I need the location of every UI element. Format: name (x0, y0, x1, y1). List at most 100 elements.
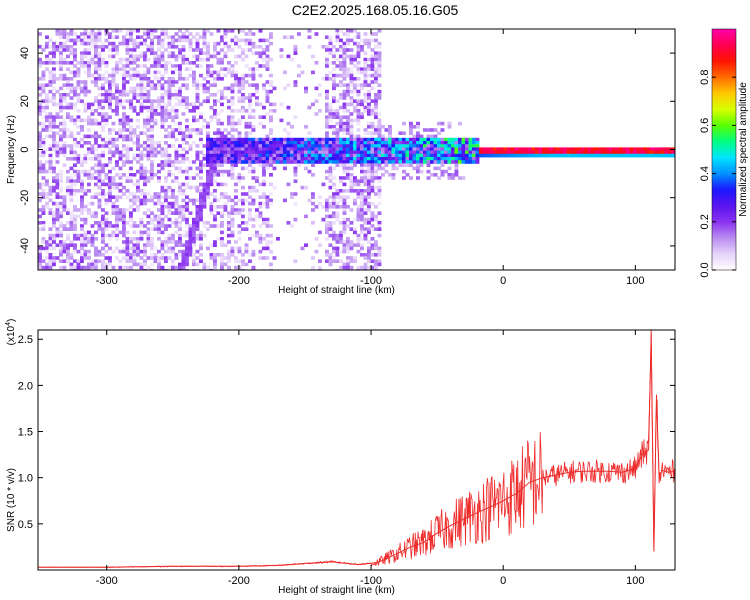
spectrogram-cell (101, 137, 105, 142)
spectrogram-cell (454, 163, 459, 167)
spectrogram-cell (433, 153, 438, 158)
spectrogram-cell (426, 141, 431, 145)
spectrogram-cell (318, 243, 322, 247)
spectrogram-cell (178, 128, 182, 132)
spectrogram-cell (335, 259, 340, 263)
spectrogram-cell (409, 131, 413, 135)
spectrogram-cell (125, 240, 130, 244)
spectrogram-cell (146, 192, 151, 196)
spectrogram-cell (370, 73, 375, 78)
spectrogram-cell (342, 189, 347, 193)
spectrogram-cell (370, 150, 375, 155)
spectrogram-cell (83, 189, 88, 193)
spectrogram-cell (129, 41, 133, 46)
spectrogram-cell (115, 205, 119, 209)
spectrogram-cell (174, 243, 179, 247)
spectrogram-cell (41, 237, 46, 241)
spectrogram-cell (62, 99, 67, 103)
spectrogram-cell (342, 45, 347, 49)
spectrogram-cell (59, 211, 63, 215)
spectrogram-cell (258, 240, 263, 244)
spectrogram-cell (370, 125, 375, 129)
spectrogram-cell (437, 147, 441, 151)
spectrogram-cell (234, 54, 238, 59)
spectrogram-cell (454, 141, 459, 145)
spectrogram-cell (45, 54, 49, 59)
spectrogram-cell (41, 189, 46, 193)
spectrogram-cell (213, 115, 217, 119)
spectrogram-cell (216, 70, 221, 75)
spectrogram-cell (423, 150, 427, 155)
spectrogram-cell (328, 221, 333, 225)
spectrogram-cell (377, 64, 382, 68)
spectrogram-cell (230, 29, 235, 33)
spectrogram-cell (108, 150, 112, 155)
spectrogram-cell (41, 195, 46, 199)
spectrogram-cell (227, 259, 231, 263)
spectrogram-cell (118, 41, 123, 46)
spectrogram-cell (101, 150, 105, 155)
spectrogram-cell (69, 77, 74, 81)
spectrogram-cell (230, 118, 235, 123)
spectrogram-cell (353, 57, 357, 62)
spectrogram-cell (164, 243, 168, 247)
spectrogram-cell (90, 237, 95, 241)
spectrogram-cell (216, 89, 221, 94)
spectrogram-cell (195, 144, 200, 148)
spectrogram-cell (192, 77, 196, 81)
spectrogram-cell (213, 224, 217, 228)
spectrogram-cell (206, 89, 210, 94)
spectrogram-cell (59, 173, 63, 177)
spectrogram-cell (132, 256, 137, 260)
spectrogram-cell (423, 141, 427, 145)
spectrogram-cell (139, 153, 144, 158)
spectrogram-cell (45, 249, 49, 254)
spectrogram-cell (307, 153, 312, 158)
spectrogram-cell (80, 32, 84, 36)
spectrogram-cell (188, 243, 193, 247)
spectrogram-cell (367, 176, 371, 180)
spectrogram-cell (97, 32, 102, 36)
spectrogram-cell (664, 147, 669, 151)
spectrogram-cell (139, 189, 144, 193)
spectrogram-cell (195, 99, 200, 103)
spectrogram-cell (332, 67, 336, 71)
spectrogram-cell (328, 144, 333, 148)
spectrogram-cell (199, 166, 203, 171)
spectrogram-cell (339, 45, 343, 49)
spectrogram-cell (241, 99, 245, 103)
spectrogram-cell (181, 214, 186, 219)
spectrogram-cell (416, 176, 420, 180)
spectrogram-cell (41, 208, 46, 212)
spectrogram-cell (283, 147, 287, 151)
spectrogram-cell (419, 163, 424, 167)
spectrogram-cell (447, 173, 452, 177)
spectrogram-cell (66, 169, 70, 174)
spectrogram-cell (461, 144, 466, 148)
spectrogram-cell (377, 153, 382, 158)
spectrogram-cell (122, 221, 126, 225)
spectrogram-cell (314, 144, 319, 148)
spectrogram-cell (234, 41, 238, 46)
spectrogram-cell (251, 160, 256, 164)
spectrogram-cell (115, 256, 119, 260)
spectrogram-cell (80, 57, 84, 62)
spectrogram-cell (318, 137, 322, 142)
spectrogram-cell (87, 249, 91, 254)
spectrogram-cell (244, 131, 249, 135)
spectrogram-cell (311, 163, 315, 167)
spectrogram-cell (206, 131, 210, 135)
spectrogram-cell (370, 153, 375, 158)
spectrogram-cell (192, 176, 196, 180)
spectrogram-cell (160, 211, 165, 215)
spectrogram-cell (363, 77, 368, 81)
spectrogram-cell (311, 208, 315, 212)
spectrogram-cell (377, 176, 382, 180)
spectrogram-cell (349, 243, 354, 247)
spectrogram-cell (157, 192, 161, 196)
spectrogram-cell (482, 150, 487, 155)
spectrogram-cell (178, 73, 182, 78)
spectrogram-cell (237, 179, 242, 183)
spectrogram-cell (454, 153, 459, 158)
spectrogram-cell (174, 38, 179, 43)
